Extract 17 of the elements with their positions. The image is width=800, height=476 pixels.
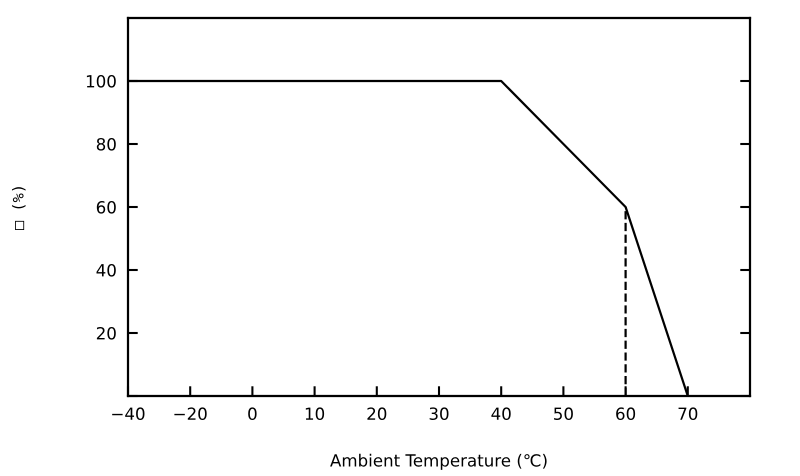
x-tick-label: 50 [554,407,573,420]
y-tick-label: 80 [96,138,116,151]
y-axis-title: □ (%) [12,187,26,230]
x-tick-label: −20 [174,407,207,420]
x-tick-label: 10 [306,407,324,420]
x-axis-title: Ambient Temperature (℃) [330,454,547,470]
y-tick-label: 60 [96,200,116,214]
x-tick-label: 0 [248,407,257,420]
x-tick-label: 70 [678,407,698,420]
x-tick-label: 60 [616,407,636,420]
x-tick-label: −40 [112,407,144,420]
y-tick-label: 40 [96,264,116,277]
x-tick-label: 20 [367,407,386,420]
y-tick-label: 100 [86,74,116,88]
x-tick-label: 30 [430,407,448,420]
y-tick-label: 20 [96,326,116,340]
x-tick-label: 40 [491,407,511,420]
